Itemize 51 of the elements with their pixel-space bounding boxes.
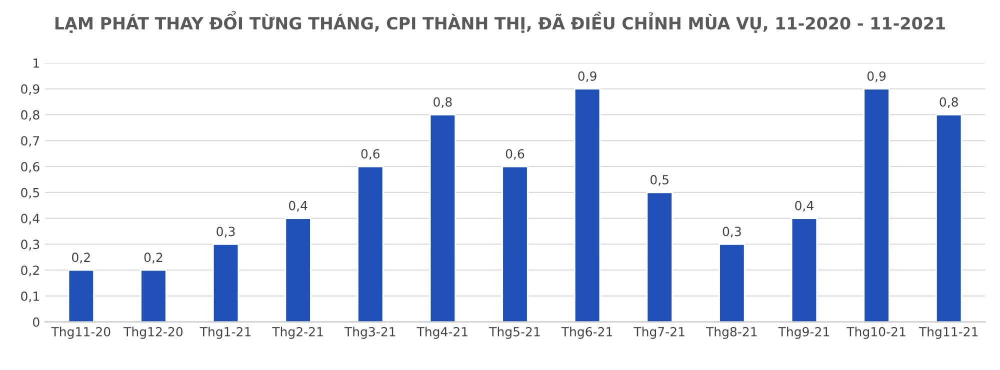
- data-label: 0,5: [650, 174, 668, 186]
- x-tick-label: Thg7-21: [634, 326, 684, 339]
- x-tick-label: Thg3-21: [344, 326, 396, 339]
- bar: [140, 269, 167, 322]
- bar: [646, 192, 673, 322]
- y-tick-label: 1: [34, 58, 39, 68]
- x-tick-label: Thg10-21: [846, 326, 906, 339]
- bar: [863, 88, 890, 322]
- data-label: 0,3: [722, 226, 741, 238]
- bar: [429, 114, 456, 322]
- y-tick-label: 0,5: [21, 188, 40, 199]
- x-tick-label: Thg9-21: [778, 326, 830, 339]
- x-tick-label: Thg11-21: [918, 326, 978, 339]
- bar: [502, 166, 528, 322]
- data-label: 0,6: [506, 149, 524, 160]
- y-tick-label: 0: [33, 317, 40, 327]
- data-label: 0,6: [361, 149, 380, 160]
- y-tick-label: 0,4: [21, 214, 40, 224]
- data-label: 0,2: [144, 252, 162, 264]
- bar: [357, 166, 384, 322]
- bar: [68, 269, 95, 322]
- bar: [284, 218, 312, 322]
- data-label: 0,4: [288, 200, 308, 212]
- bar: [212, 244, 240, 322]
- data-label: 0,3: [216, 226, 235, 238]
- data-label: 0,4: [795, 200, 814, 212]
- x-tick-label: Thg8-21: [706, 326, 757, 339]
- x-tick-label: Thg11-20: [51, 326, 110, 339]
- y-tick-label: 0,6: [21, 162, 40, 173]
- chart-title: LẠM PHÁT THAY ĐỔI TỪNG THÁNG, CPI THÀNH THỊ, ĐÃ ĐIỀU CHỈNH MÙA VỤ, 11-2020 - 11-2021: [55, 11, 945, 33]
- bar: [574, 88, 601, 322]
- data-label: 0,9: [578, 71, 596, 82]
- x-tick-label: Thg4-21: [416, 326, 468, 339]
- y-tick-label: 0,3: [21, 240, 40, 250]
- bar: [935, 114, 962, 322]
- data-label: 0,8: [940, 97, 958, 108]
- x-tick-label: Thg6-21: [561, 326, 612, 339]
- y-tick-label: 0,8: [21, 110, 40, 121]
- y-tick-label: 0,1: [21, 291, 39, 302]
- x-tick-label: Thg1-21: [200, 326, 251, 339]
- data-label: 0,9: [867, 71, 886, 82]
- bar: [718, 244, 746, 322]
- data-label: 0,8: [434, 97, 452, 108]
- y-tick-label: 0,9: [21, 84, 40, 95]
- x-tick-label: Thg12-20: [124, 326, 183, 339]
- y-tick-label: 0,2: [21, 266, 39, 276]
- x-tick-label: Thg2-21: [272, 326, 323, 339]
- y-tick-label: 0,7: [21, 136, 40, 147]
- data-label: 0,2: [72, 252, 90, 264]
- x-tick-label: Thg5-21: [489, 326, 540, 339]
- bar: [790, 218, 818, 322]
